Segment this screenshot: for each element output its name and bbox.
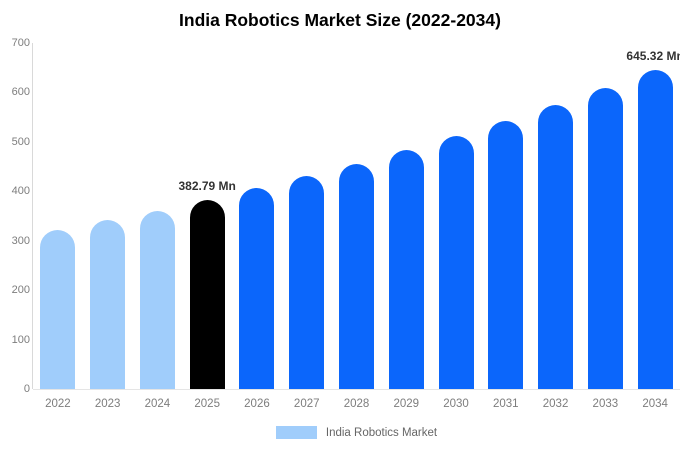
bar-2030 <box>438 136 474 389</box>
x-axis-line <box>33 389 680 390</box>
value-label-2034: 645.32 Mn <box>626 49 680 64</box>
y-tick-0: 0 <box>23 383 30 395</box>
y-tick-500: 500 <box>11 135 30 148</box>
x-label-2029: 2029 <box>393 398 420 410</box>
y-tick-300: 300 <box>11 234 30 247</box>
y-axis-line <box>32 43 33 389</box>
x-label-2023: 2023 <box>94 398 121 410</box>
legend[interactable]: India Robotics Market <box>33 426 680 439</box>
bar-2034 <box>637 70 673 389</box>
x-label-2026: 2026 <box>244 398 270 410</box>
x-label-2027: 2027 <box>293 398 320 410</box>
bar-2032 <box>538 105 574 389</box>
bar-2022 <box>40 229 76 389</box>
bar-2031 <box>488 121 524 389</box>
x-label-2025: 2025 <box>194 398 220 410</box>
x-label-2028: 2028 <box>343 398 370 410</box>
bar-2027 <box>289 176 325 389</box>
bar-2028 <box>339 164 374 389</box>
y-tick-700: 700 <box>11 37 30 49</box>
x-label-2030: 2030 <box>443 398 469 410</box>
x-label-2033: 2033 <box>592 398 619 410</box>
x-label-2024: 2024 <box>144 398 171 410</box>
y-tick-400: 400 <box>11 185 30 198</box>
x-label-2031: 2031 <box>493 398 519 410</box>
bar-2025 <box>189 199 225 389</box>
x-label-2034: 2034 <box>642 398 668 410</box>
legend-swatch <box>275 426 317 439</box>
chart-title: India Robotics Market Size (2022-2034) <box>179 10 501 30</box>
bar-2023 <box>90 220 126 389</box>
y-tick-600: 600 <box>11 86 30 99</box>
bar-2033 <box>587 87 623 389</box>
bar-2029 <box>388 150 424 389</box>
bar-2026 <box>239 188 275 389</box>
x-label-2022: 2022 <box>45 398 71 410</box>
legend-label: India Robotics Market <box>325 426 438 439</box>
y-tick-200: 200 <box>11 284 30 297</box>
x-label-2032: 2032 <box>542 398 569 410</box>
bar-2024 <box>139 210 175 389</box>
value-label-2025: 382.79 Mn <box>178 178 236 193</box>
y-tick-100: 100 <box>11 333 30 346</box>
